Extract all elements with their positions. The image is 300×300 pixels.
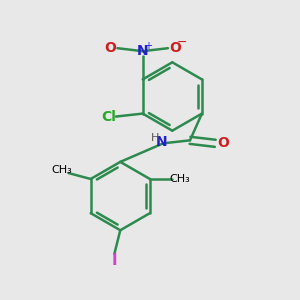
Text: O: O: [169, 41, 181, 55]
Text: H: H: [151, 133, 159, 143]
Text: CH₃: CH₃: [52, 165, 72, 175]
Text: −: −: [177, 36, 188, 50]
Text: +: +: [144, 41, 152, 51]
Text: Cl: Cl: [101, 110, 116, 124]
Text: N: N: [137, 44, 148, 58]
Text: CH₃: CH₃: [169, 174, 190, 184]
Text: O: O: [218, 136, 230, 150]
Text: N: N: [156, 135, 168, 149]
Text: I: I: [112, 253, 117, 268]
Text: O: O: [104, 41, 116, 55]
